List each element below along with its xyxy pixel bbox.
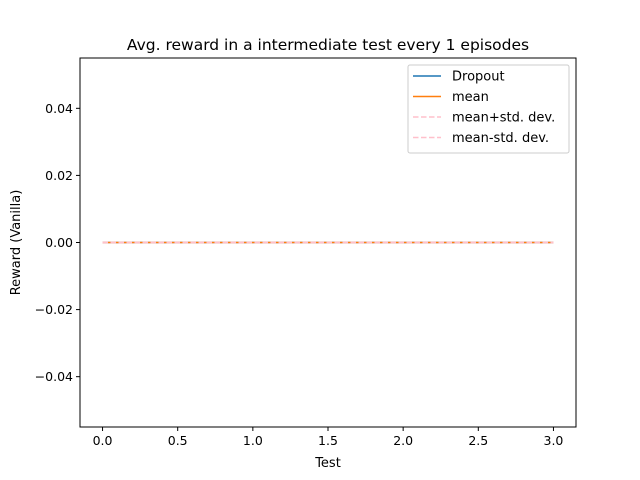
x-tick-label: 0.5 — [168, 433, 188, 448]
y-axis: −0.04 −0.02 0.00 0.02 0.04 — [35, 101, 80, 384]
y-tick-label: −0.04 — [35, 369, 73, 384]
x-tick-label: 2.0 — [393, 433, 413, 448]
chart-title: Avg. reward in a intermediate test every… — [127, 36, 529, 54]
legend: Dropout mean mean+std. dev. mean-std. dev. — [407, 64, 570, 154]
y-axis-title: Reward (Vanilla) — [9, 190, 24, 296]
x-tick-label: 1.0 — [243, 433, 263, 448]
x-axis: 0.0 0.5 1.0 1.5 2.0 2.5 3.0 — [93, 427, 564, 448]
x-tick-label: 2.5 — [468, 433, 488, 448]
y-tick-label: 0.00 — [45, 235, 73, 250]
x-tick-label: 3.0 — [544, 433, 564, 448]
x-axis-title: Test — [314, 456, 341, 471]
x-tick-label: 1.5 — [318, 433, 338, 448]
legend-label: mean — [452, 90, 489, 105]
legend-items: Dropout mean mean+std. dev. mean-std. dev. — [413, 70, 555, 146]
legend-label: Dropout — [452, 70, 505, 85]
legend-label: mean+std. dev. — [452, 111, 555, 126]
y-tick-label: −0.02 — [35, 302, 73, 317]
y-tick-label: 0.02 — [45, 168, 73, 183]
legend-label: mean-std. dev. — [452, 131, 549, 146]
legend-box — [407, 64, 570, 154]
x-tick-label: 0.0 — [93, 433, 113, 448]
y-tick-label: 0.04 — [45, 101, 73, 116]
